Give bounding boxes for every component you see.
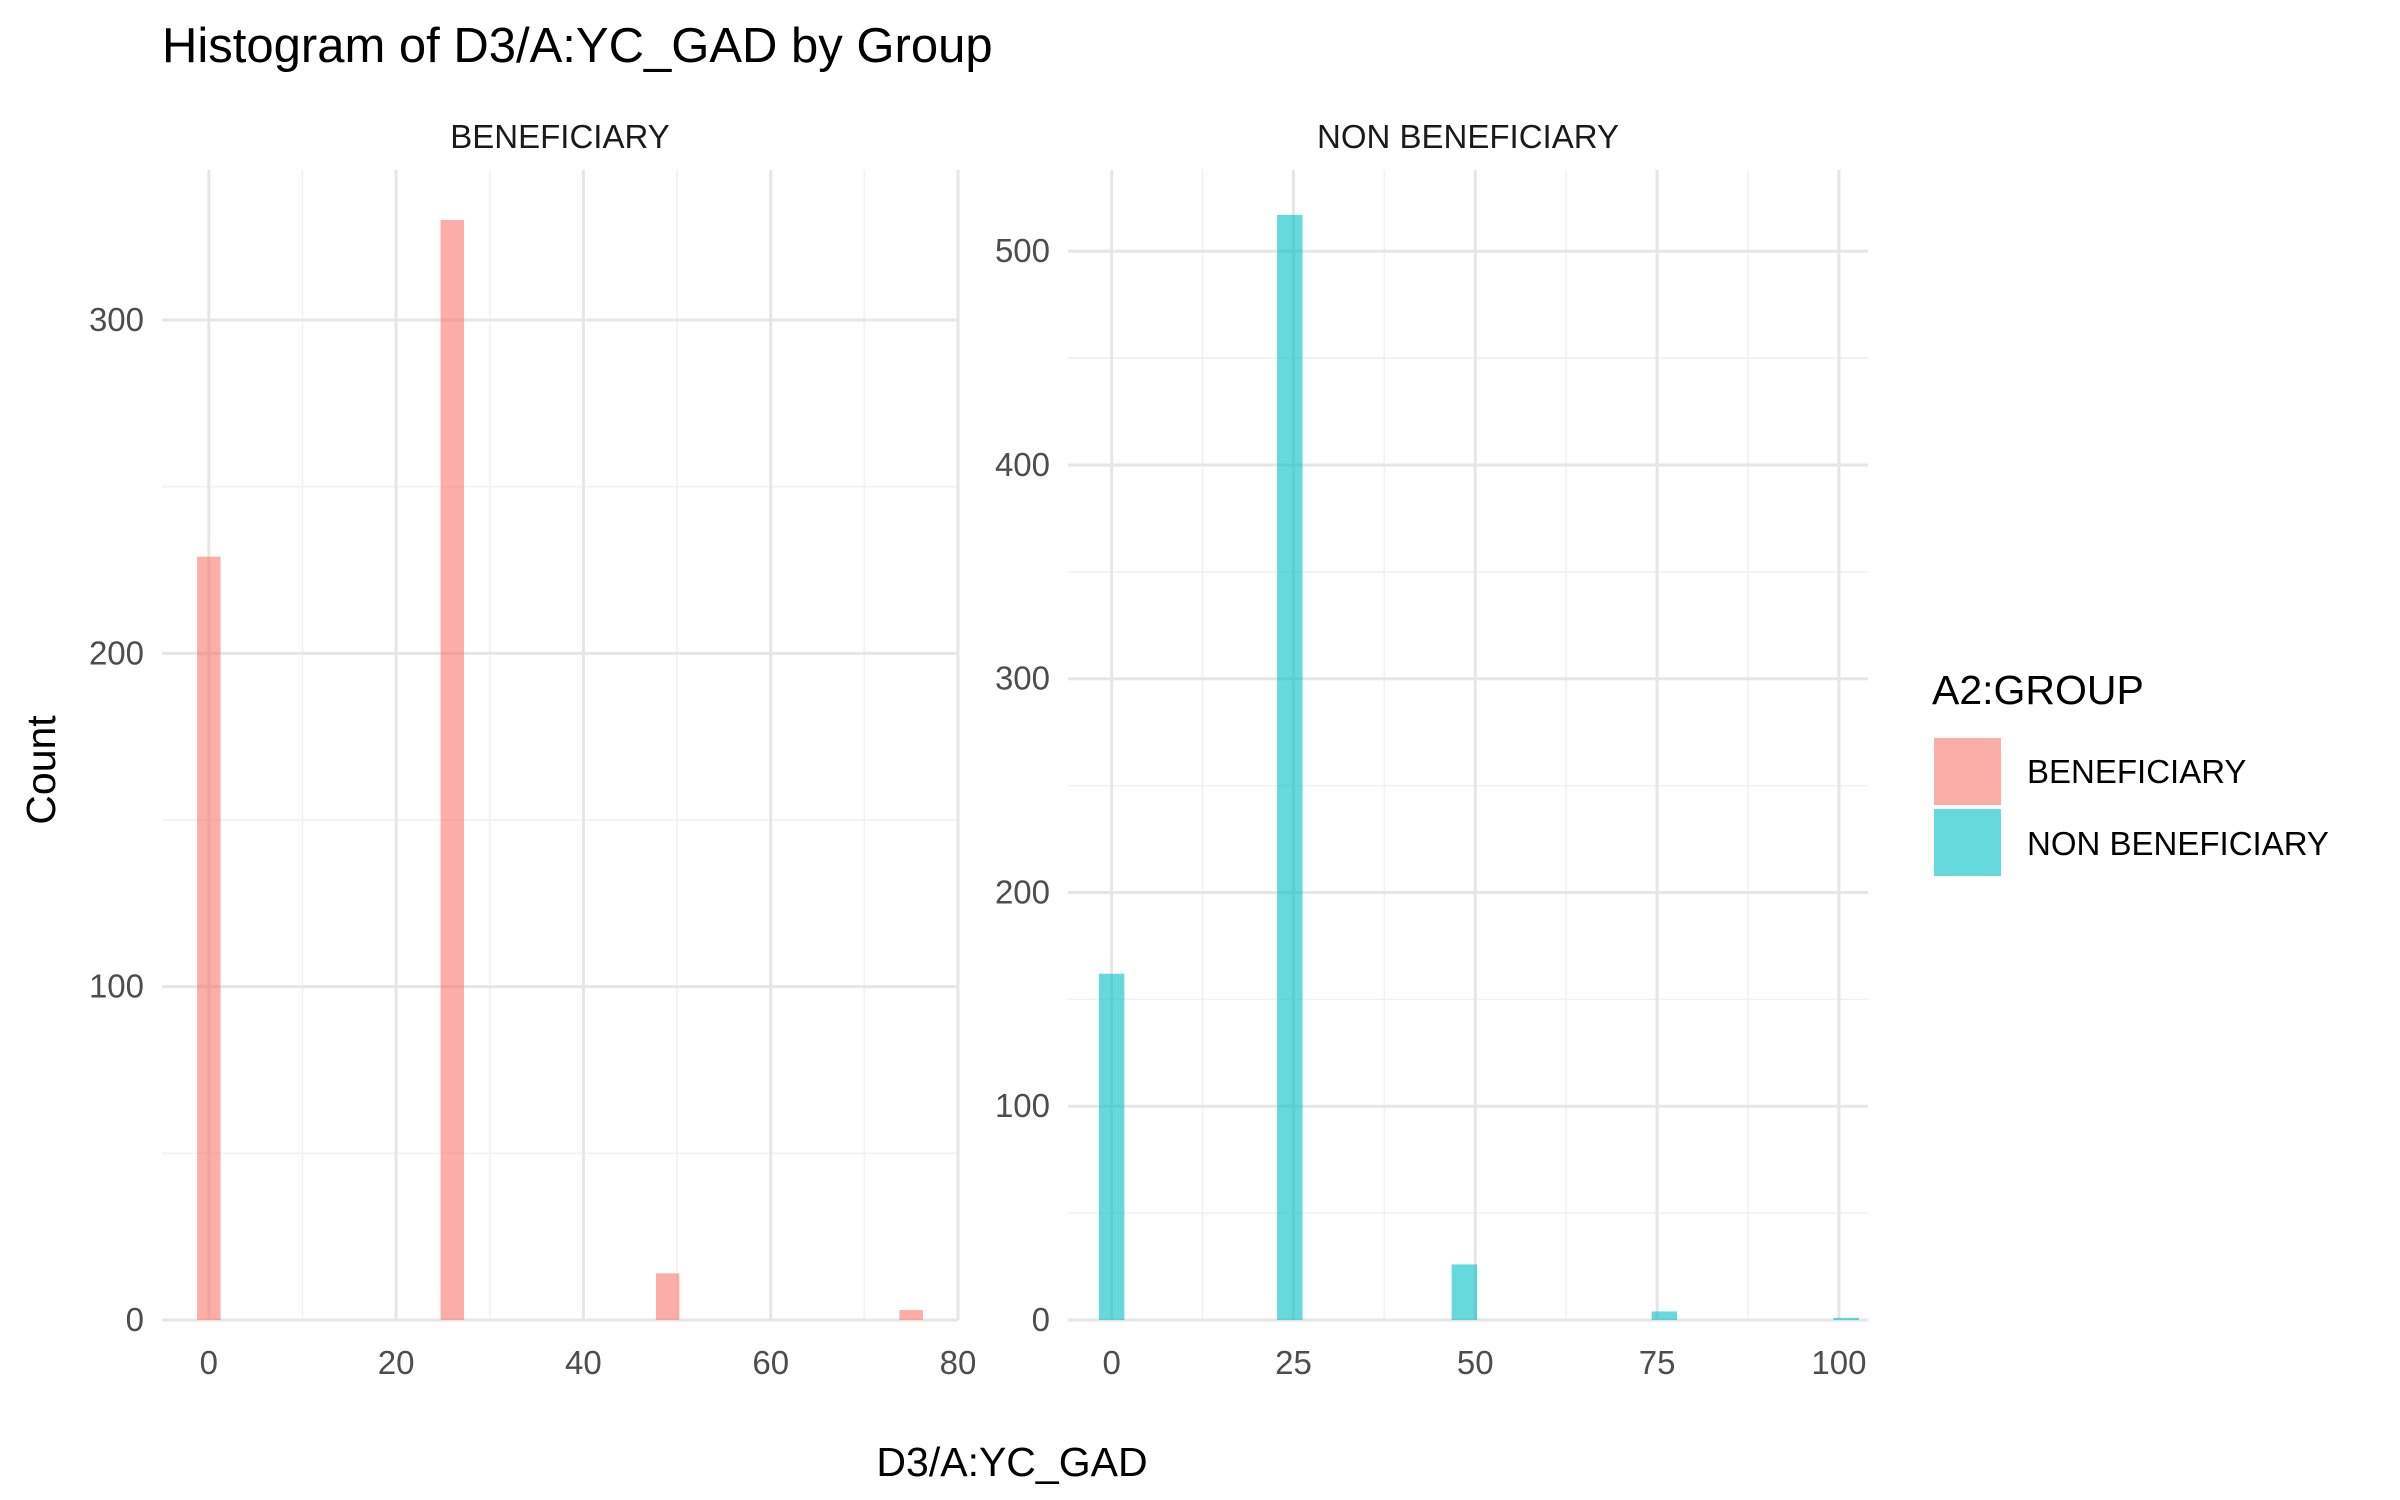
legend-label-beneficiary: BENEFICIARY — [2027, 753, 2246, 790]
y-tick-label: 0 — [126, 1301, 144, 1338]
x-tick-label: 100 — [1811, 1344, 1866, 1381]
x-tick-label: 40 — [565, 1344, 602, 1381]
histogram-bar — [655, 1273, 680, 1320]
histogram-bar — [1277, 214, 1303, 1321]
x-tick-label: 25 — [1275, 1344, 1312, 1381]
histogram-bar — [1651, 1311, 1678, 1320]
x-tick-label: 50 — [1457, 1344, 1494, 1381]
facet-strip-label: NON BENEFICIARY — [1317, 118, 1619, 155]
y-tick-label: 100 — [89, 968, 144, 1005]
y-tick-label: 200 — [995, 873, 1050, 910]
histogram-bar — [1098, 973, 1125, 1320]
facet-beneficiary: 0 20 40 60 80 0 100 200 300 BENEFICIARY — [89, 118, 976, 1381]
x-tick-label: 0 — [200, 1344, 218, 1381]
histogram-bar — [1833, 1317, 1859, 1320]
histogram-bar — [440, 220, 465, 1320]
legend-title: A2:GROUP — [1932, 667, 2144, 713]
y-tick-label: 0 — [1032, 1301, 1050, 1338]
histogram-bar — [1451, 1264, 1478, 1320]
x-tick-label: 75 — [1639, 1344, 1676, 1381]
legend-key-beneficiary — [1934, 738, 2001, 805]
y-tick-label: 400 — [995, 446, 1050, 483]
x-tick-label: 0 — [1102, 1344, 1120, 1381]
x-tick-label: 20 — [378, 1344, 415, 1381]
y-tick-label: 200 — [89, 634, 144, 671]
y-tick-label: 300 — [89, 301, 144, 338]
chart-title: Histogram of D3/A:YC_GAD by Group — [162, 19, 993, 73]
facet-strip-label: BENEFICIARY — [450, 118, 669, 155]
facet-non-beneficiary: 0 25 50 75 100 0 100 200 300 400 500 NON BENEFICIAR… — [995, 118, 1868, 1381]
facet-panels: 0 20 40 60 80 0 100 200 300 BENEFICIARY 0 25 50 75 100… — [89, 118, 1868, 1381]
histogram-bar — [197, 556, 221, 1320]
y-tick-label: 500 — [995, 232, 1050, 269]
y-axis-title: Count — [18, 715, 64, 825]
legend: A2:GROUP BENEFICIARY NON BENEFICIARY — [1932, 667, 2329, 876]
x-tick-label: 80 — [940, 1344, 977, 1381]
y-tick-label: 100 — [995, 1087, 1050, 1124]
x-tick-label: 60 — [752, 1344, 789, 1381]
y-tick-label: 300 — [995, 660, 1050, 697]
legend-key-non-beneficiary — [1934, 809, 2001, 876]
histogram-bar — [899, 1310, 923, 1320]
legend-label-non-beneficiary: NON BENEFICIARY — [2027, 825, 2329, 862]
x-axis-title: D3/A:YC_GAD — [876, 1439, 1147, 1485]
